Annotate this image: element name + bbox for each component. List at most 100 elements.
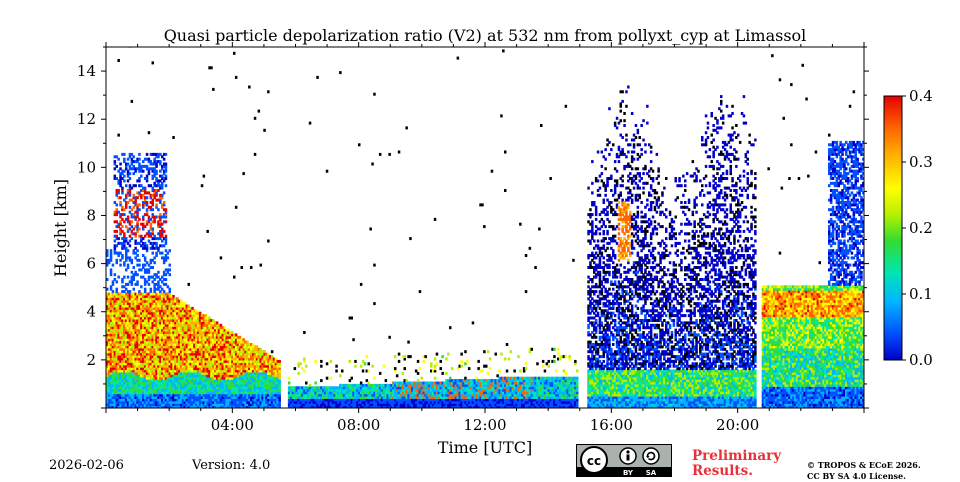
heatmap-cell (157, 282, 160, 286)
heatmap-cell (151, 208, 154, 212)
heatmap-cell (145, 203, 149, 207)
heatmap-cell (130, 186, 134, 190)
heatmap-cell (337, 403, 340, 407)
heatmap-cell (140, 369, 143, 373)
heatmap-cell (253, 374, 257, 378)
heatmap-cell (306, 400, 310, 404)
heatmap-cell (134, 160, 137, 164)
heatmap-cell (200, 393, 204, 397)
heatmap-cell (221, 357, 225, 361)
heatmap-cell (377, 393, 380, 397)
heatmap-cell (149, 290, 153, 294)
heatmap-cell (394, 367, 397, 371)
heatmap-cell (111, 398, 115, 402)
heatmap-cell (394, 369, 397, 373)
heatmap-cell (125, 383, 128, 387)
heatmap-cell (244, 396, 247, 399)
heatmap-cell (170, 314, 173, 318)
heatmap-cell (195, 319, 198, 322)
heatmap-cell (297, 388, 300, 392)
heatmap-cell (193, 328, 196, 332)
heatmap-cell (130, 359, 134, 363)
heatmap-cell (164, 340, 168, 344)
heatmap-cell (128, 227, 132, 231)
heatmap-cell (227, 347, 230, 351)
heatmap-cell (125, 239, 128, 243)
heatmap-cell (149, 367, 153, 371)
heatmap-cell (147, 167, 151, 171)
heatmap-cell (181, 350, 185, 354)
heatmap-cell (162, 350, 166, 354)
heatmap-cell (361, 369, 365, 373)
heatmap-cell (119, 367, 122, 371)
heatmap-cell (267, 379, 270, 383)
heatmap-cell (181, 343, 185, 346)
heatmap-cell (162, 162, 166, 166)
heatmap-cell (265, 355, 268, 359)
heatmap-cell (195, 367, 198, 371)
heatmap-cell (265, 376, 268, 380)
heatmap-cell (168, 249, 171, 253)
heatmap-cell (143, 263, 147, 267)
heatmap-cell (257, 376, 261, 380)
heatmap-cell (170, 319, 173, 322)
heatmap-cell (208, 335, 211, 339)
heatmap-cell (136, 203, 139, 207)
heatmap-cell (130, 381, 134, 385)
heatmap-cell (276, 374, 279, 378)
heatmap-cell (123, 357, 126, 361)
heatmap-cell (221, 333, 225, 337)
heatmap-cell (113, 273, 117, 277)
heatmap-cell (130, 383, 134, 387)
heatmap-cell (335, 398, 338, 402)
heatmap-cell (270, 400, 274, 404)
heatmap-cell (126, 319, 130, 322)
heatmap-cell (149, 287, 153, 291)
heatmap-cell (136, 398, 139, 402)
heatmap-cell (115, 352, 118, 356)
heatmap-cell (225, 355, 228, 359)
heatmap-cell (161, 294, 164, 298)
heatmap-cell (130, 208, 134, 212)
heatmap-cell (155, 299, 158, 303)
heatmap-cell (164, 309, 168, 313)
heatmap-cell (215, 352, 219, 356)
heatmap-cell (138, 208, 141, 212)
heatmap-cell (119, 326, 122, 330)
heatmap-cell (219, 393, 223, 397)
heatmap-cell (126, 157, 130, 161)
heatmap-cell (244, 371, 247, 375)
heatmap-cell (178, 306, 181, 310)
heatmap-cell (407, 381, 410, 385)
heatmap-cell (147, 350, 151, 354)
heatmap-cell (161, 335, 164, 339)
heatmap-cell (142, 304, 145, 308)
heatmap-cell (161, 306, 164, 310)
heatmap-cell (191, 374, 194, 378)
heatmap-cell (308, 405, 312, 408)
heatmap-cell (227, 383, 230, 387)
heatmap-cell (259, 396, 262, 399)
heatmap-cell (117, 169, 120, 173)
heatmap-cell (238, 355, 242, 359)
heatmap-cell (206, 367, 209, 371)
heatmap-cell (157, 297, 160, 301)
heatmap-cell (257, 347, 261, 351)
heatmap-cell (325, 169, 329, 173)
heatmap-cell (272, 388, 276, 392)
heatmap-cell (134, 302, 137, 306)
heatmap-cell (269, 405, 272, 408)
heatmap-cell (162, 179, 166, 183)
heatmap-cell (221, 326, 225, 330)
heatmap-cell (119, 347, 122, 351)
heatmap-cell (183, 369, 187, 373)
heatmap-cell (123, 333, 126, 337)
heatmap-cell (134, 355, 137, 359)
heatmap-cell (126, 400, 130, 404)
heatmap-cell (405, 405, 408, 408)
heatmap-cell (181, 340, 185, 344)
heatmap-cell (356, 383, 359, 387)
heatmap-cell (178, 362, 181, 366)
heatmap-cell (185, 306, 189, 310)
heatmap-cell (147, 340, 151, 344)
